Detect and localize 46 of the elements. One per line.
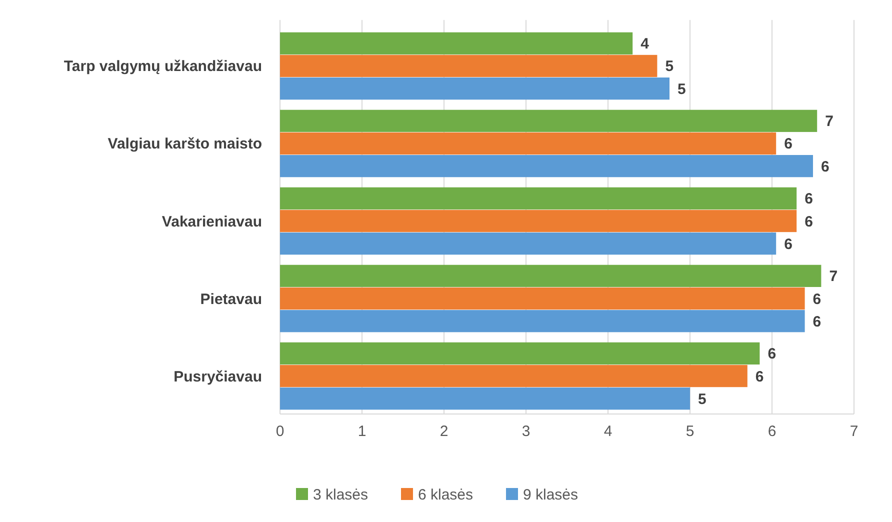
data-label: 6 (784, 236, 792, 253)
bar (280, 264, 822, 287)
legend-label: 3 klasės (313, 486, 368, 504)
data-label: 6 (755, 368, 764, 386)
bar (280, 364, 748, 388)
data-label: 7 (829, 268, 838, 286)
data-label: 7 (825, 113, 834, 130)
data-label: 4 (640, 36, 650, 53)
data-label: 6 (784, 136, 792, 153)
bar (280, 287, 805, 310)
bar (280, 132, 776, 155)
x-tick-label: 3 (522, 423, 530, 440)
y-tick-label: Tarp valgymų užkandžiavau (64, 58, 262, 76)
bar (280, 155, 813, 178)
x-tick-label: 5 (686, 423, 694, 440)
bar (280, 388, 690, 410)
x-tick-label: 2 (440, 423, 448, 440)
y-tick-label: Pusryčiavau (174, 368, 262, 386)
data-label: 6 (812, 290, 822, 308)
y-tick-label: Pietavau (200, 290, 262, 308)
data-label: 6 (768, 346, 776, 363)
data-label: 6 (804, 190, 813, 208)
data-label: 6 (804, 213, 813, 230)
x-tick-label: 0 (276, 423, 284, 440)
bar (280, 110, 818, 132)
bar (280, 32, 633, 54)
bar (280, 342, 760, 364)
y-tick-label: Vakarieniavau (162, 213, 262, 230)
bar (280, 187, 797, 210)
x-tick-label: 1 (358, 423, 366, 440)
legend-label: 9 klasės (523, 486, 578, 504)
legend-label: 6 klasės (418, 486, 474, 504)
bar (280, 310, 805, 332)
x-tick-label: 7 (850, 423, 858, 440)
y-tick-label: Valgiau karšto maisto (108, 136, 262, 153)
data-label: 6 (821, 158, 830, 176)
bar (280, 210, 797, 232)
bar (280, 54, 658, 78)
data-label: 5 (665, 58, 674, 76)
data-label: 5 (698, 390, 706, 408)
bar (280, 232, 776, 255)
x-tick-label: 6 (768, 423, 776, 440)
data-label: 6 (812, 313, 822, 330)
data-label: 5 (678, 80, 686, 98)
bar (280, 78, 670, 100)
x-tick-label: 4 (604, 423, 612, 440)
